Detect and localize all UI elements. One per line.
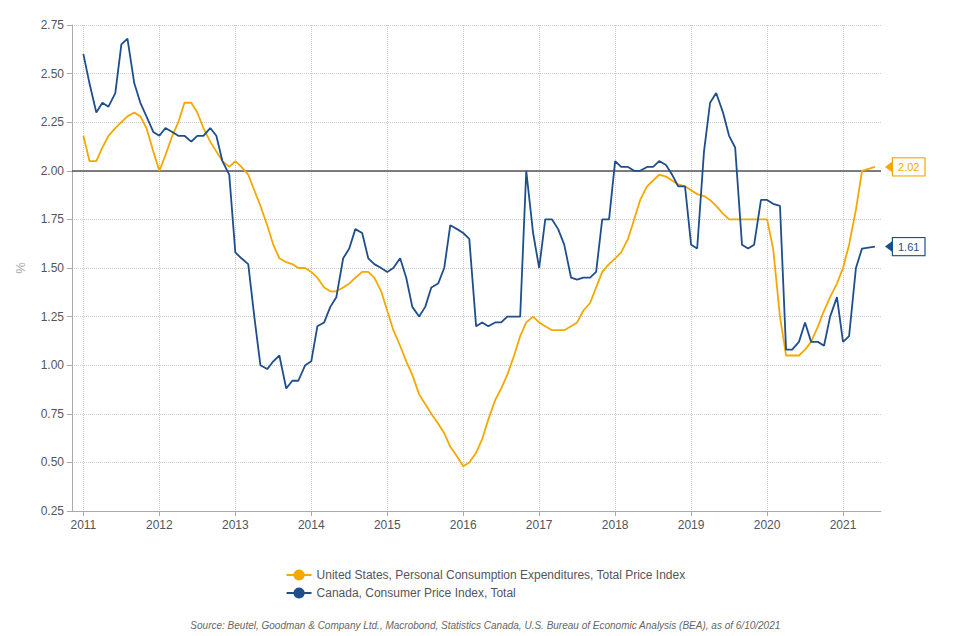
- svg-text:2015: 2015: [374, 518, 401, 532]
- svg-text:2020: 2020: [754, 518, 781, 532]
- svg-text:0.50: 0.50: [41, 455, 65, 469]
- svg-text:Canada, Consumer Price Index,: Canada, Consumer Price Index, Total: [317, 586, 516, 600]
- svg-text:2019: 2019: [678, 518, 705, 532]
- svg-text:1.00: 1.00: [41, 358, 65, 372]
- svg-text:0.75: 0.75: [41, 407, 65, 421]
- svg-text:2021: 2021: [830, 518, 857, 532]
- svg-text:2014: 2014: [298, 518, 325, 532]
- svg-text:2016: 2016: [450, 518, 477, 532]
- svg-text:2.50: 2.50: [41, 67, 65, 81]
- svg-text:United States, Personal Consum: United States, Personal Consumption Expe…: [317, 568, 686, 582]
- svg-text:1.50: 1.50: [41, 261, 65, 275]
- svg-text:%: %: [13, 262, 28, 274]
- svg-text:2017: 2017: [526, 518, 553, 532]
- svg-text:1.75: 1.75: [41, 212, 65, 226]
- svg-text:2.75: 2.75: [41, 18, 65, 32]
- svg-text:2013: 2013: [222, 518, 249, 532]
- svg-text:1.25: 1.25: [41, 310, 65, 324]
- svg-text:0.25: 0.25: [41, 504, 65, 518]
- svg-text:Source: Beutel, Goodman & Comp: Source: Beutel, Goodman & Company Ltd., …: [190, 620, 780, 631]
- svg-text:2.25: 2.25: [41, 115, 65, 129]
- svg-text:2018: 2018: [602, 518, 629, 532]
- svg-text:2012: 2012: [146, 518, 173, 532]
- svg-text:2011: 2011: [70, 518, 96, 532]
- svg-text:2.00: 2.00: [41, 164, 65, 178]
- svg-text:2.02: 2.02: [898, 161, 919, 173]
- svg-text:1.61: 1.61: [898, 241, 919, 253]
